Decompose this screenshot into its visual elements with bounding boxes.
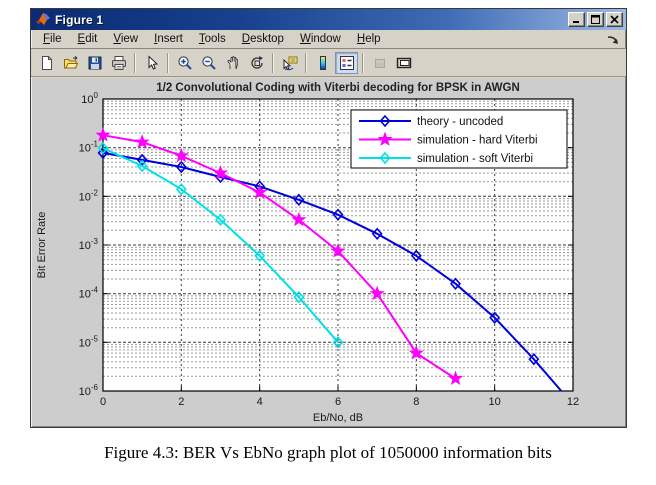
menu-help[interactable]: Help <box>356 32 381 45</box>
rotate-3d-icon <box>250 55 263 69</box>
minimize-icon <box>573 21 579 23</box>
insert-colorbar-button[interactable] <box>311 52 334 74</box>
window-title: Figure 1 <box>55 12 104 27</box>
zoom-in-button[interactable] <box>173 52 196 74</box>
svg-text:6: 6 <box>335 396 341 408</box>
pan-hand-icon <box>227 55 238 69</box>
toolbar-separator <box>272 52 274 73</box>
svg-text:4: 4 <box>257 396 263 408</box>
svg-text:10-3: 10-3 <box>79 237 99 252</box>
new-figure-button[interactable] <box>35 52 58 74</box>
toolbar-separator <box>305 52 307 73</box>
svg-text:8: 8 <box>413 396 419 408</box>
toolbar-separator <box>134 52 136 73</box>
y-axis-label: Bit Error Rate <box>36 212 48 279</box>
minimize-button[interactable] <box>568 12 585 27</box>
menu-view[interactable]: View <box>113 32 139 45</box>
svg-text:100: 100 <box>81 91 98 106</box>
new-figure-icon <box>41 55 52 70</box>
print-icon <box>111 55 126 70</box>
svg-text:0: 0 <box>100 396 106 408</box>
title-bar[interactable]: Figure 1 <box>31 9 626 30</box>
matlab-logo-icon <box>36 13 50 25</box>
zoom-out-icon <box>201 55 216 70</box>
open-file-button[interactable] <box>59 52 82 74</box>
svg-text:10-5: 10-5 <box>79 334 99 349</box>
figure-window: Figure 1 File Edit View Insert Tools Des… <box>30 8 627 428</box>
menu-window[interactable]: Window <box>299 32 341 45</box>
svg-text:10-1: 10-1 <box>79 140 99 155</box>
legend[interactable]: theory - uncoded simulation - hard Viterb… <box>350 109 568 169</box>
svg-text:2: 2 <box>178 396 184 408</box>
save-figure-button[interactable] <box>83 52 106 74</box>
data-cursor-button[interactable] <box>278 52 301 74</box>
menu-file[interactable]: File <box>43 32 62 45</box>
svg-text:10-4: 10-4 <box>79 286 99 301</box>
toolbar-separator <box>167 52 169 73</box>
menu-desktop[interactable]: Desktop <box>241 32 284 45</box>
insert-legend-button[interactable] <box>335 51 358 74</box>
toolbar-separator <box>362 52 364 73</box>
menu-bar: File Edit View Insert Tools Desktop Wind… <box>31 30 626 49</box>
show-plot-tools-icon <box>396 57 411 68</box>
menu-edit[interactable]: Edit <box>77 32 98 45</box>
colorbar-icon <box>319 55 326 70</box>
zoom-out-button[interactable] <box>197 52 220 74</box>
chart-title: 1/2 Convolutional Coding with Viterbi de… <box>156 82 520 94</box>
hide-plot-tools-button[interactable] <box>368 52 391 74</box>
close-button[interactable] <box>606 12 623 27</box>
legend-entry: theory - uncoded <box>417 116 503 128</box>
menu-insert[interactable]: Insert <box>154 32 183 45</box>
close-icon <box>610 15 619 24</box>
figure-canvas[interactable]: 100 10-1 10-2 10-3 10-4 10-5 10-6 0 2 4 6 8 10 12 1/2 … <box>32 79 625 426</box>
svg-text:10: 10 <box>489 396 501 408</box>
legend-icon <box>339 55 354 70</box>
data-cursor-icon <box>283 56 297 70</box>
open-file-icon <box>63 55 78 68</box>
svg-text:10-6: 10-6 <box>79 383 99 398</box>
dock-figure-icon[interactable] <box>606 33 620 45</box>
save-icon <box>88 56 101 69</box>
zoom-in-icon <box>177 55 192 70</box>
toolbar <box>31 49 626 77</box>
svg-text:12: 12 <box>567 396 579 408</box>
edit-plot-button[interactable] <box>140 52 163 74</box>
menu-tools[interactable]: Tools <box>198 32 226 45</box>
print-figure-button[interactable] <box>107 52 130 74</box>
edit-plot-arrow-icon <box>148 54 158 70</box>
series-2 <box>95 127 464 386</box>
maximize-button[interactable] <box>587 12 604 27</box>
pan-button[interactable] <box>221 52 244 74</box>
svg-text:10-2: 10-2 <box>79 188 99 203</box>
show-plot-tools-button[interactable] <box>392 52 415 74</box>
legend-entry: simulation - soft Viterbi <box>417 153 533 165</box>
legend-entry: simulation - hard Viterbi <box>417 135 538 147</box>
hide-plot-tools-icon <box>374 58 385 68</box>
series-3 <box>97 141 344 349</box>
rotate-3d-button[interactable] <box>245 52 268 74</box>
x-axis-label: Eb/No, dB <box>313 412 363 424</box>
figure-caption: Figure 4.3: BER Vs EbNo graph plot of 10… <box>104 443 552 462</box>
ber-chart[interactable]: 100 10-1 10-2 10-3 10-4 10-5 10-60 2 4 6 8 10 12 1/2 … <box>32 79 627 427</box>
maximize-icon <box>591 15 600 24</box>
